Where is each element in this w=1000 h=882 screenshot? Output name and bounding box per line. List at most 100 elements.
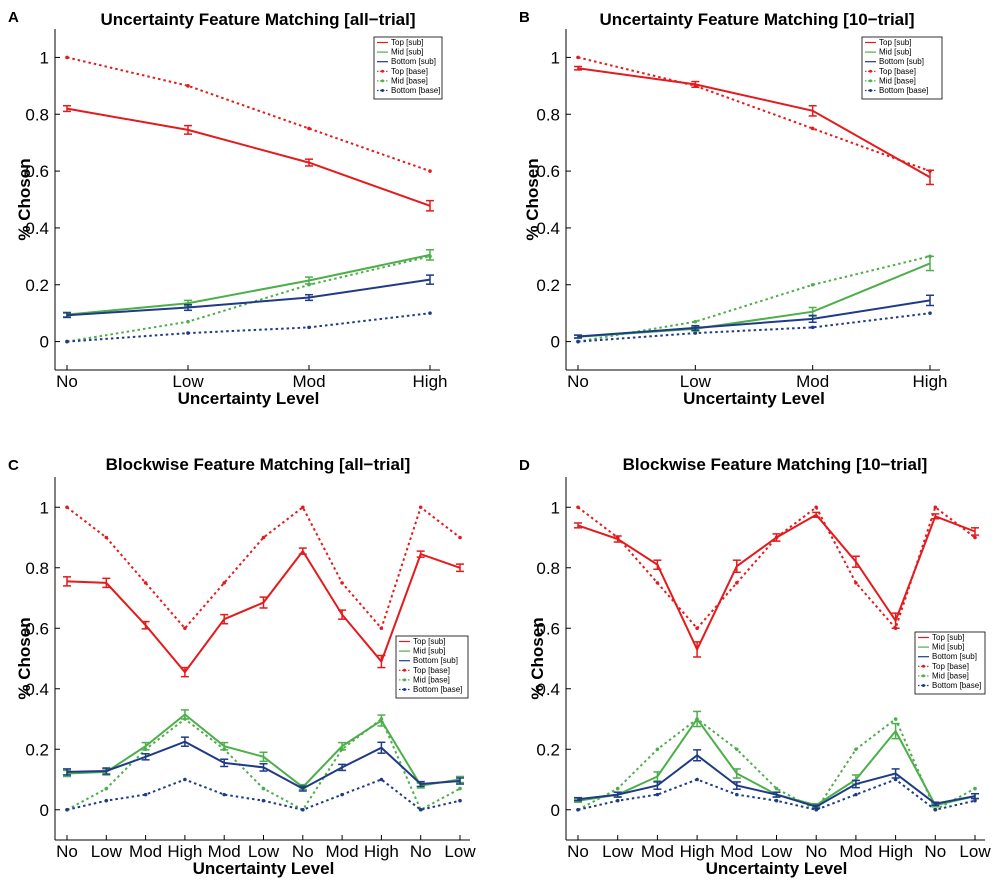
data-point [143,581,148,585]
x-tick-label: No [567,372,589,391]
legend-label: Mid [sub] [413,647,445,656]
legend-marker [381,69,384,73]
y-axis-label: % Chosen [528,617,547,699]
x-tick-label: Mod [129,842,162,861]
x-tick-label: Low [91,842,123,861]
data-point [695,777,699,782]
x-tick-label: No [567,842,589,861]
legend-label: Mid [base] [879,76,916,85]
y-tick-label: 0.4 [536,680,560,699]
x-tick-label: High [878,842,913,861]
data-point [65,339,69,344]
data-point [928,311,932,315]
legend-label: Top [base] [391,67,428,76]
data-point [655,747,660,752]
data-point [65,505,69,510]
data-point [774,798,779,803]
y-axis-label: % Chosen [523,158,542,240]
data-point [854,581,858,585]
y-tick-label: 0.6 [536,162,560,181]
data-point [933,807,938,812]
x-tick-label: High [680,842,715,861]
series-bottom-base [65,777,462,812]
legend-box [914,631,986,695]
series-top-base [65,55,432,173]
x-tick-label: Low [248,842,280,861]
legend: Top [sub]Mid [sub]Bottom [sub]Top [base]… [395,635,469,699]
legend-label: Top [sub] [391,38,423,47]
y-tick-label: 0 [40,333,49,352]
x-tick-label: No [56,842,78,861]
legend-box [373,36,443,100]
data-point [810,325,815,330]
y-tick-label: 0.6 [25,162,49,181]
legend-label: Bottom [base] [413,685,462,694]
y-tick-label: 0.2 [536,276,560,295]
legend-label: Mid [base] [413,675,450,684]
chart-title: Uncertainty Feature Matching [10−trial] [599,10,914,29]
data-point [973,535,977,540]
data-point [261,535,266,540]
chart-title: Blockwise Feature Matching [10−trial] [623,455,928,474]
y-tick-label: 0.8 [536,559,560,578]
data-point [774,786,779,791]
y-tick-label: 0.8 [25,559,49,578]
x-axis-label: Uncertainty Level [178,389,320,408]
data-point [458,798,462,803]
legend-marker [381,89,384,92]
legend-label: Top [sub] [413,637,445,646]
data-point [104,786,109,791]
data-point [735,792,739,797]
y-axis-label: % Chosen [15,617,34,699]
panel-letter: D [519,457,530,474]
legend-marker [869,69,872,73]
data-point [735,747,739,752]
data-point [186,319,190,324]
series-bottom-base [576,777,977,812]
data-point [183,626,187,631]
data-point [814,505,818,510]
legend-marker [869,89,872,92]
data-point [222,581,226,585]
data-point [893,717,898,721]
x-tick-label: Mod [208,842,241,861]
x-tick-label: Mod [720,842,753,861]
series-line [66,505,461,631]
legend-label: Top [base] [932,662,969,671]
x-tick-label: No [805,842,827,861]
data-point [340,792,344,797]
series-line [66,107,431,207]
data-point [418,807,423,812]
legend-label: Bottom [sub] [391,57,436,66]
y-tick-label: 1 [551,498,560,517]
legend-label: Bottom [sub] [413,656,458,665]
series-line [66,56,431,173]
x-tick-label: Low [761,842,793,861]
y-tick-label: 0.6 [536,619,560,638]
x-tick-label: Mod [326,842,359,861]
series-top-sub [63,547,464,678]
series-top-sub [63,104,434,212]
series-mid-sub [63,709,464,791]
y-tick-label: 0.6 [25,619,49,638]
data-point [301,505,305,510]
panel-a: A Uncertainty Feature Matching [all−trial… [8,9,447,408]
legend-label: Top [base] [413,666,450,675]
data-point [693,331,698,335]
series-line [66,312,431,343]
series-line [66,778,461,811]
legend-marker [381,79,384,83]
data-point [810,282,815,287]
data-point [655,792,660,797]
panel-letter: C [8,457,19,474]
series-line [577,312,931,343]
x-tick-label: Low [172,372,204,391]
series-bottom-base [65,311,432,344]
data-point [973,798,977,803]
data-point [615,798,620,803]
series-mid-sub [63,249,434,318]
panel-b: B Uncertainty Feature Matching [10−trial]… [519,9,947,408]
legend: Top [sub]Mid [sub]Bottom [sub]Top [base]… [373,36,443,100]
series-bottom-sub [63,736,464,792]
series-line [66,253,431,316]
